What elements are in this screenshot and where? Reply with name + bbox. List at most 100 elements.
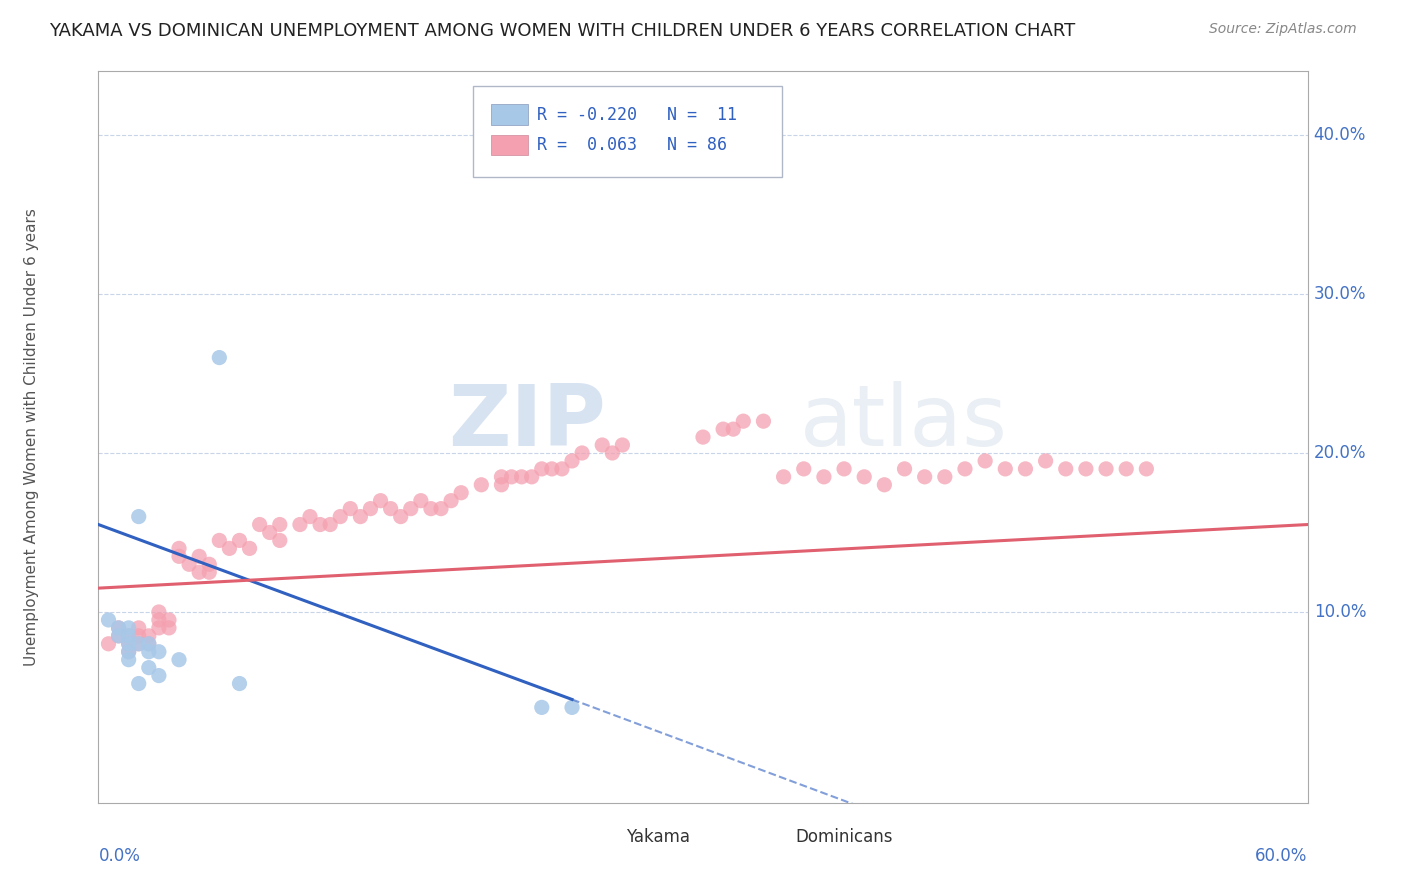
Point <box>491 477 513 491</box>
Point <box>1135 462 1157 476</box>
Point <box>148 645 170 659</box>
Point <box>198 566 221 580</box>
Point <box>228 676 250 690</box>
Point <box>520 470 543 484</box>
Point <box>561 454 583 468</box>
Point <box>128 621 150 635</box>
Point <box>1095 462 1118 476</box>
Point <box>339 501 361 516</box>
Text: 0.0%: 0.0% <box>98 847 141 864</box>
Point <box>440 493 463 508</box>
Text: YAKAMA VS DOMINICAN UNEMPLOYMENT AMONG WOMEN WITH CHILDREN UNDER 6 YEARS CORRELA: YAKAMA VS DOMINICAN UNEMPLOYMENT AMONG W… <box>49 22 1076 40</box>
Point <box>711 422 734 436</box>
Point <box>288 517 311 532</box>
Point <box>370 493 392 508</box>
Point <box>360 501 382 516</box>
Point <box>530 462 553 476</box>
FancyBboxPatch shape <box>582 830 616 846</box>
Point <box>551 462 574 476</box>
Point <box>198 558 221 572</box>
Point <box>208 533 231 548</box>
Point <box>299 509 322 524</box>
Point <box>208 351 231 365</box>
Text: 30.0%: 30.0% <box>1313 285 1367 303</box>
Text: ZIP: ZIP <box>449 381 606 464</box>
Point <box>309 517 332 532</box>
Point <box>148 621 170 635</box>
Point <box>409 493 432 508</box>
Point <box>319 517 342 532</box>
Point <box>107 629 129 643</box>
Text: R =  0.063   N = 86: R = 0.063 N = 86 <box>537 136 727 154</box>
Point <box>953 462 976 476</box>
Point <box>772 470 794 484</box>
Point <box>97 637 120 651</box>
FancyBboxPatch shape <box>751 830 785 846</box>
Point <box>914 470 936 484</box>
Point <box>188 549 211 564</box>
Text: 40.0%: 40.0% <box>1313 126 1367 144</box>
Point <box>128 629 150 643</box>
Text: Source: ZipAtlas.com: Source: ZipAtlas.com <box>1209 22 1357 37</box>
Point <box>118 653 141 667</box>
Point <box>128 509 150 524</box>
Point <box>853 470 876 484</box>
Point <box>692 430 714 444</box>
Text: 20.0%: 20.0% <box>1313 444 1367 462</box>
Point <box>188 566 211 580</box>
Point <box>430 501 453 516</box>
Point <box>148 668 170 682</box>
Point <box>389 509 412 524</box>
Point <box>591 438 613 452</box>
Point <box>167 549 190 564</box>
Point <box>148 613 170 627</box>
Point <box>138 637 160 651</box>
Point <box>450 485 472 500</box>
Point <box>118 645 141 659</box>
FancyBboxPatch shape <box>492 135 527 155</box>
Point <box>228 533 250 548</box>
Point <box>269 517 291 532</box>
Point <box>893 462 915 476</box>
Point <box>612 438 634 452</box>
Text: 10.0%: 10.0% <box>1313 603 1367 621</box>
Point <box>157 613 180 627</box>
Point <box>994 462 1017 476</box>
Point <box>179 558 201 572</box>
Point <box>399 501 422 516</box>
Point <box>501 470 523 484</box>
Point <box>561 700 583 714</box>
Point <box>107 629 129 643</box>
Point <box>128 676 150 690</box>
Point <box>1035 454 1057 468</box>
Point <box>118 621 141 635</box>
Text: 60.0%: 60.0% <box>1256 847 1308 864</box>
Point <box>269 533 291 548</box>
Point <box>118 637 141 651</box>
Point <box>128 637 150 651</box>
Point <box>218 541 240 556</box>
Point <box>530 700 553 714</box>
Point <box>118 645 141 659</box>
Point <box>329 509 352 524</box>
Point <box>107 621 129 635</box>
Point <box>259 525 281 540</box>
Point <box>380 501 402 516</box>
Point <box>138 645 160 659</box>
Point <box>793 462 815 476</box>
Point <box>602 446 624 460</box>
Point <box>167 541 190 556</box>
Point <box>723 422 745 436</box>
Point <box>470 477 492 491</box>
Point <box>813 470 835 484</box>
Point <box>138 637 160 651</box>
Point <box>974 454 997 468</box>
Point <box>510 470 533 484</box>
Text: Yakama: Yakama <box>626 828 689 847</box>
Point <box>118 629 141 643</box>
Point <box>138 629 160 643</box>
Point <box>832 462 855 476</box>
Point <box>118 637 141 651</box>
Point <box>873 477 896 491</box>
Text: R = -0.220   N =  11: R = -0.220 N = 11 <box>537 105 737 123</box>
